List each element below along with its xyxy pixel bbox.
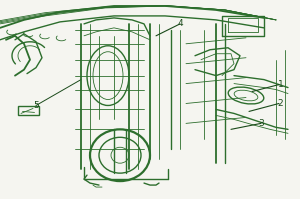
- Text: 3: 3: [258, 119, 264, 128]
- Text: 2: 2: [278, 99, 283, 108]
- Text: 1: 1: [278, 80, 284, 89]
- Text: 4: 4: [177, 19, 183, 28]
- Text: 5: 5: [33, 101, 39, 110]
- Bar: [18, 106, 39, 115]
